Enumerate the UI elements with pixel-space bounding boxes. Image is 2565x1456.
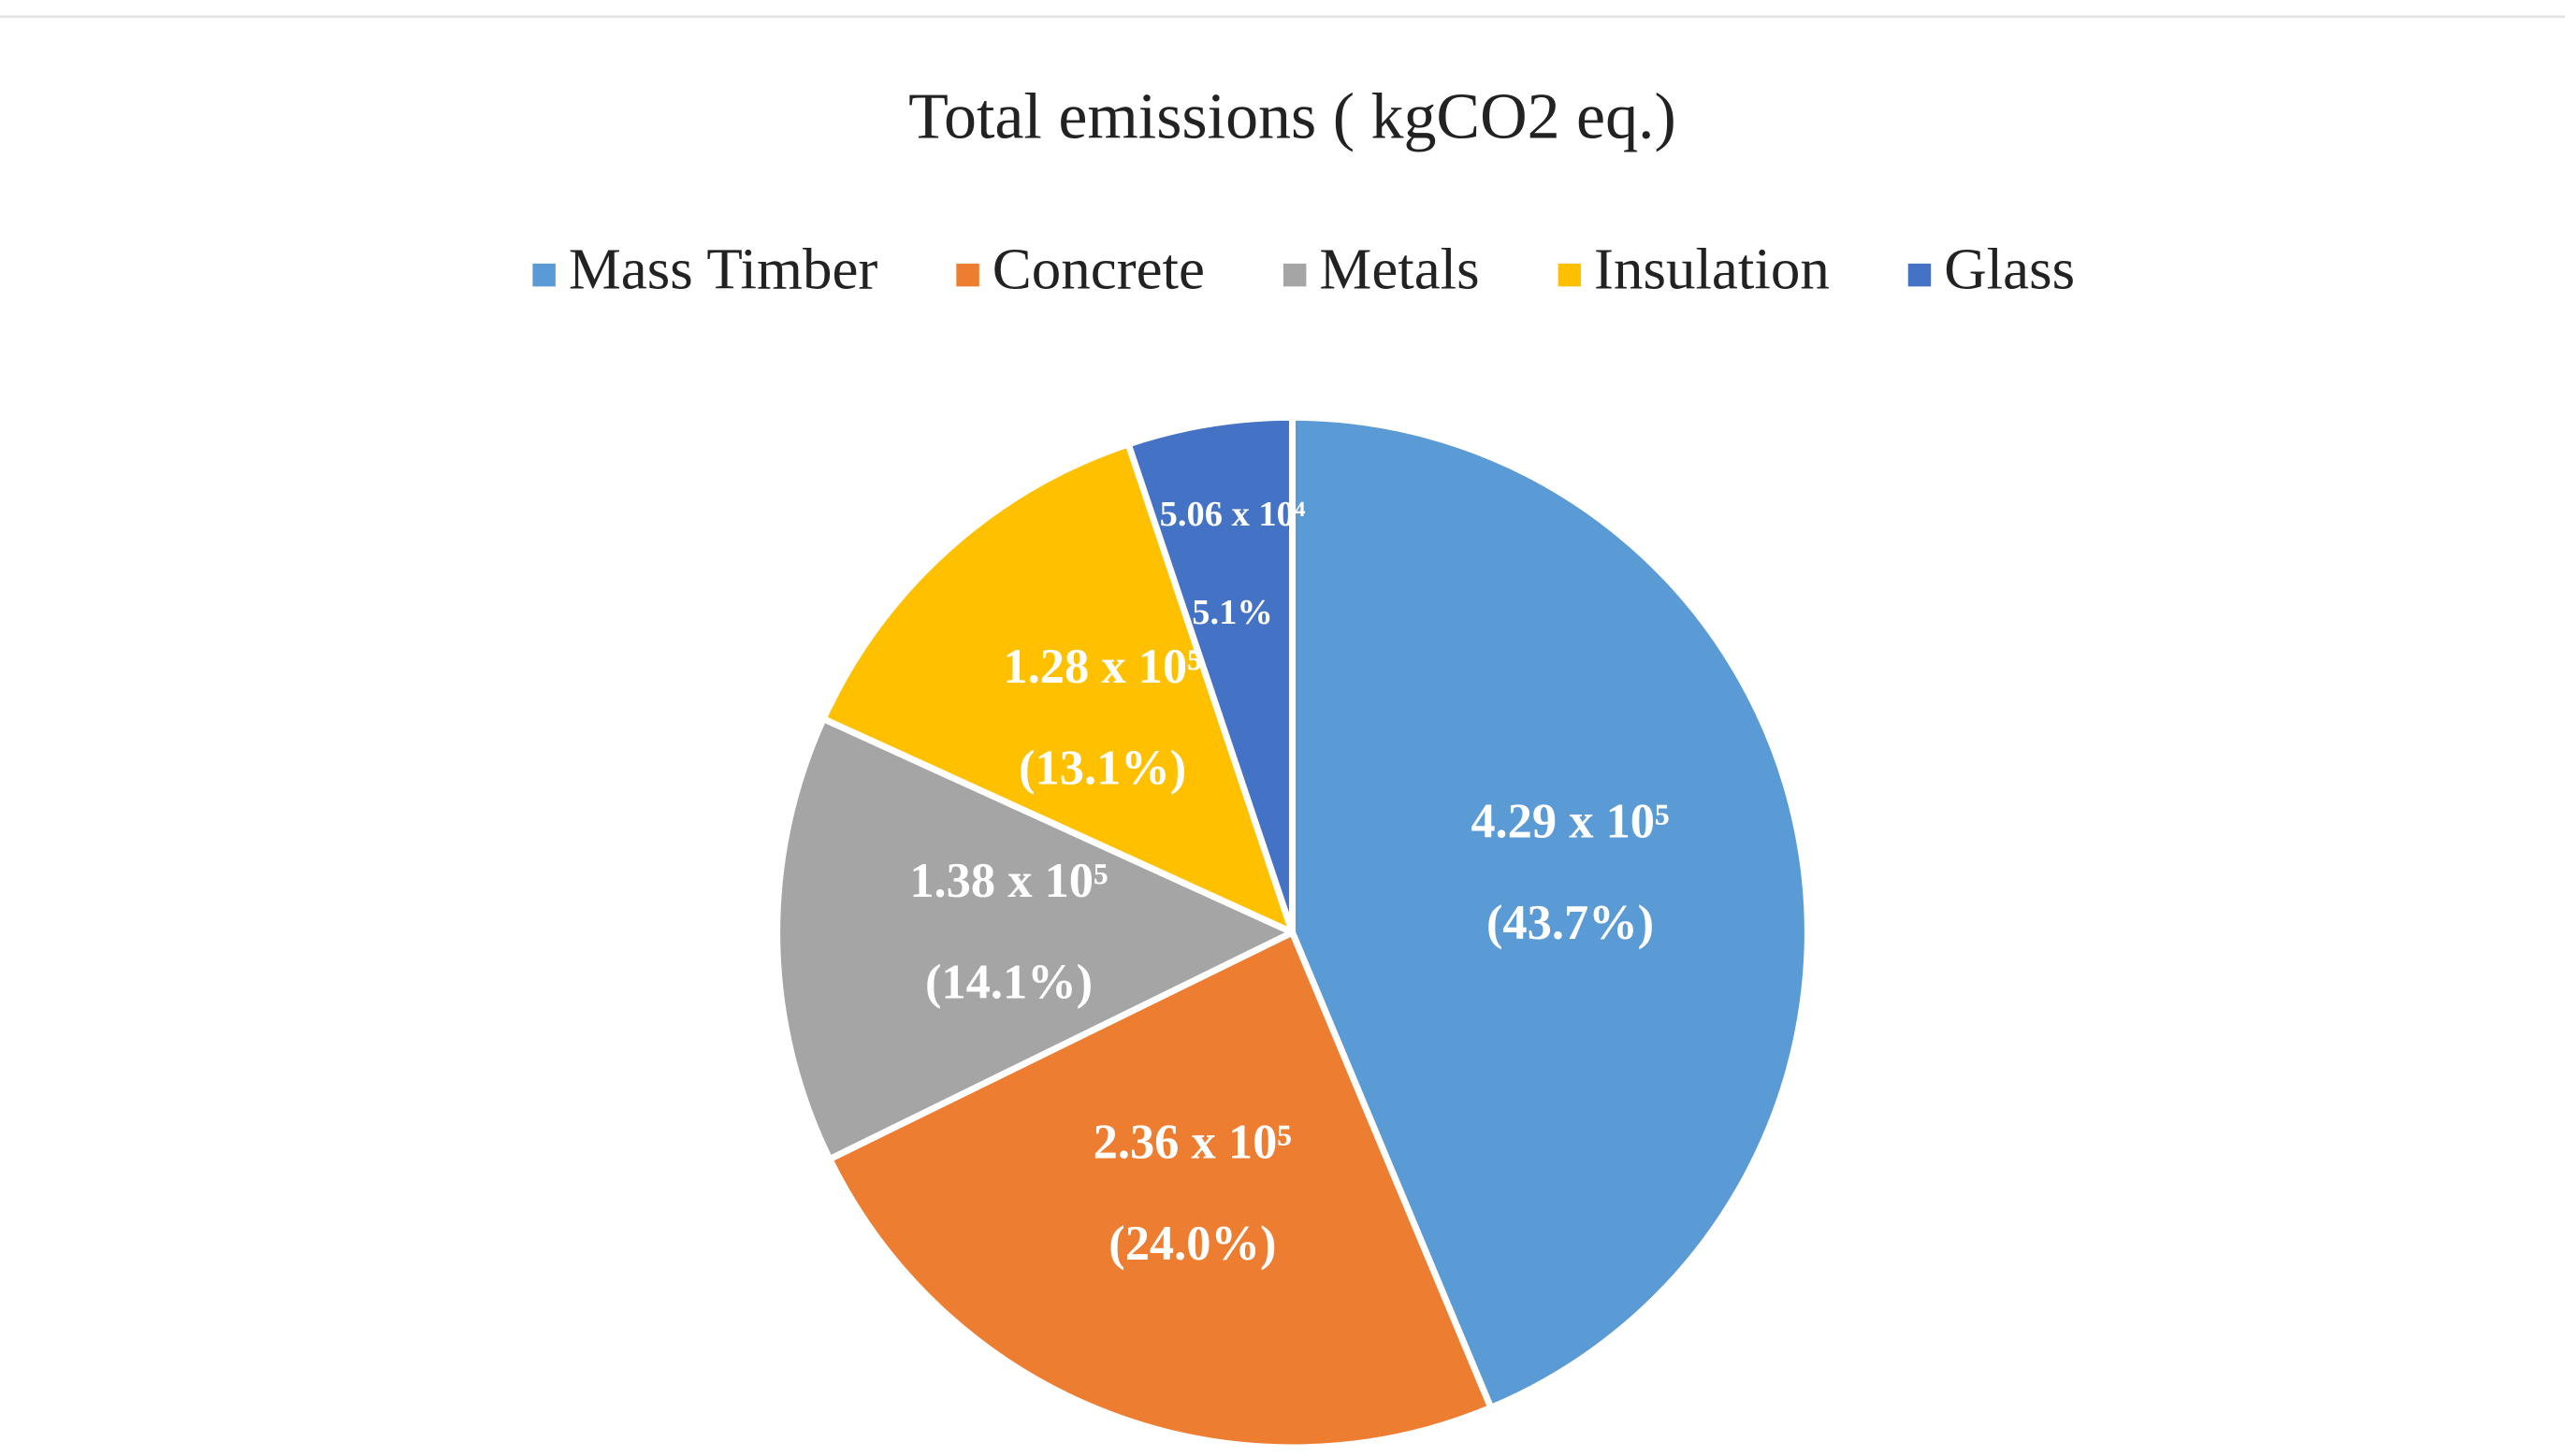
pie-slice <box>1288 413 1811 1411</box>
pie-slice <box>819 440 1296 936</box>
legend: Mass Timber Concrete Metals Insulation Glass <box>532 237 2075 302</box>
percent-label: (43.7%) <box>1486 896 1654 950</box>
legend-label: Mass Timber <box>569 237 878 302</box>
chart-title: Total emissions ( kgCO2 eq.) <box>908 81 1676 153</box>
pie-slice <box>1124 413 1296 936</box>
value-label: 4.29 x 10⁵ <box>1471 794 1669 848</box>
legend-swatch <box>532 263 556 287</box>
legend-swatch <box>1282 263 1307 287</box>
data-labels: 4.29 x 10⁵ (43.7%) 2.36 x 10⁵ (24.0%) 1.38 x… <box>909 495 1669 1271</box>
value-label: 1.28 x 10⁵ <box>1003 640 1201 694</box>
pie <box>774 413 1811 1451</box>
legend-label: Concrete <box>993 237 1205 302</box>
percent-label: (24.0%) <box>1109 1217 1276 1271</box>
legend-swatch <box>1558 263 1582 287</box>
percent-label: (14.1%) <box>925 956 1093 1010</box>
value-label: 1.38 x 10⁵ <box>909 854 1108 908</box>
value-label: 2.36 x 10⁵ <box>1094 1116 1292 1170</box>
percent-label: 5.1% <box>1192 593 1273 632</box>
value-label: 5.06 x 10⁴ <box>1160 495 1306 534</box>
pie-slice <box>826 929 1495 1451</box>
legend-label: Glass <box>1944 237 2075 302</box>
legend-swatch <box>956 263 979 287</box>
legend-label: Insulation <box>1594 237 1830 302</box>
legend-label: Metals <box>1319 237 1479 302</box>
legend-swatch <box>1907 263 1932 287</box>
percent-label: (13.1%) <box>1019 741 1186 795</box>
pie-slice <box>774 715 1296 1163</box>
